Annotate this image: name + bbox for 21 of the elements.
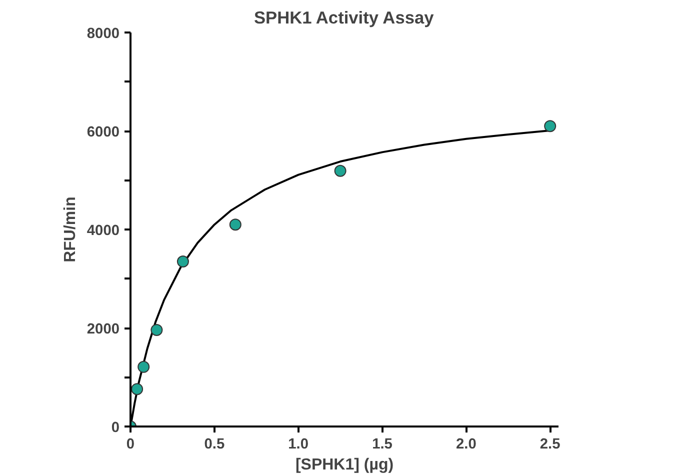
- x-tick-label: 0: [126, 436, 135, 452]
- x-tick-label: 1.5: [372, 436, 392, 452]
- x-tick-label: 2.0: [456, 436, 476, 452]
- chart-title: SPHK1 Activity Assay: [254, 8, 434, 28]
- point: [138, 360, 150, 373]
- y-tick-label: 4000: [86, 223, 120, 239]
- point: [176, 256, 189, 268]
- point: [131, 383, 144, 396]
- x-tick-label: 2.5: [540, 436, 560, 452]
- y-tick-label: 2000: [86, 322, 120, 338]
- point: [229, 218, 242, 231]
- x-axis-title: [SPHK1] (µg): [295, 456, 394, 474]
- x-tick-label: 0.5: [204, 436, 225, 452]
- x-tick-label: 1.0: [288, 436, 309, 452]
- y-axis-title: RFU/min: [62, 196, 79, 262]
- y-tick-label: 6000: [86, 124, 120, 140]
- y-tick-label: 0: [111, 420, 120, 436]
- point: [150, 324, 163, 336]
- point: [544, 120, 556, 132]
- y-tick-label: 8000: [86, 26, 120, 42]
- point: [334, 164, 346, 177]
